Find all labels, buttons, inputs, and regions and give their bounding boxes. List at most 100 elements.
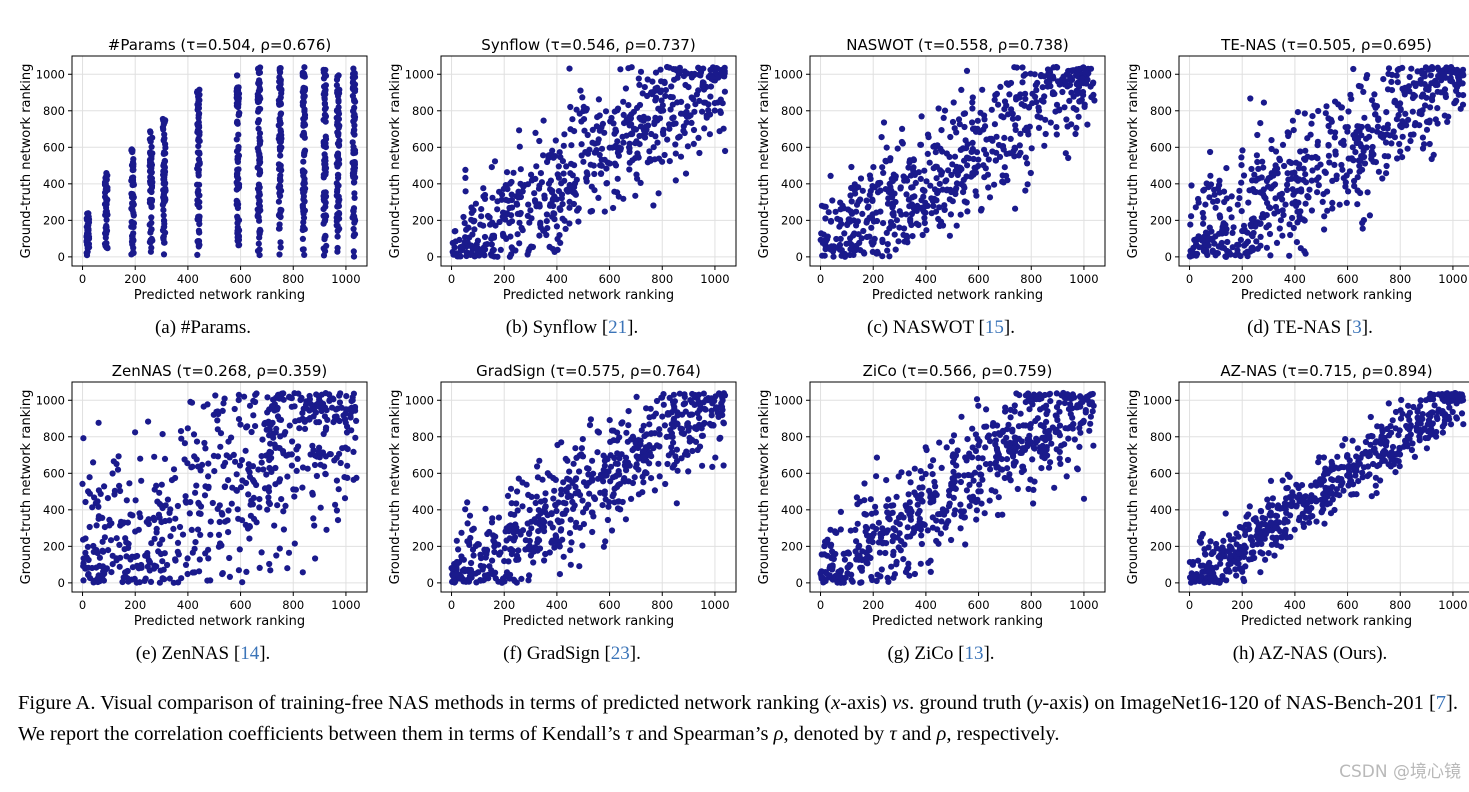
data-point xyxy=(1391,134,1398,141)
data-point xyxy=(925,559,932,566)
data-point xyxy=(153,563,160,570)
data-point xyxy=(347,414,354,421)
data-point xyxy=(673,446,680,453)
data-point xyxy=(500,185,507,192)
caption-ref-link[interactable]: 23 xyxy=(610,643,630,664)
data-point xyxy=(706,420,713,427)
data-point xyxy=(594,449,601,456)
data-point xyxy=(1087,420,1094,427)
data-point xyxy=(315,448,322,455)
data-point xyxy=(524,181,532,188)
data-point xyxy=(1080,417,1087,424)
data-point xyxy=(496,188,503,195)
data-point xyxy=(177,428,185,435)
data-point xyxy=(234,220,241,227)
data-point xyxy=(888,563,895,570)
x-tick-label: 800 xyxy=(651,272,673,286)
data-point xyxy=(889,178,896,185)
data-point xyxy=(205,483,212,490)
caption-text: (c) NASWOT [ xyxy=(867,317,985,338)
y-tick-label: 600 xyxy=(43,140,65,154)
data-point xyxy=(682,170,690,177)
data-point xyxy=(849,578,856,585)
scatter-chart: 0 200 400 600 800 100002004006008001000TE-NAS… xyxy=(1126,36,1469,303)
data-point xyxy=(299,464,307,471)
data-point xyxy=(525,577,532,584)
data-point xyxy=(549,524,556,531)
data-point xyxy=(1412,120,1419,127)
y-tick-label: 0 xyxy=(1165,250,1172,264)
data-point xyxy=(629,433,636,440)
data-point xyxy=(482,505,489,512)
caption-ref-link[interactable]: 13 xyxy=(964,643,984,664)
data-point xyxy=(145,557,152,564)
data-point xyxy=(593,123,600,130)
data-point xyxy=(660,401,667,408)
data-point xyxy=(534,474,541,481)
data-point xyxy=(1255,165,1262,172)
caption-ref-link[interactable]: 21 xyxy=(608,317,628,338)
data-point xyxy=(1315,174,1322,181)
data-point xyxy=(986,135,993,142)
data-point xyxy=(610,491,617,498)
data-point xyxy=(659,129,667,136)
data-point xyxy=(666,158,673,165)
data-point xyxy=(336,392,343,399)
data-point xyxy=(148,244,155,251)
data-point xyxy=(852,247,859,254)
caption-text: (b) Synflow [ xyxy=(505,317,609,338)
data-point xyxy=(696,149,703,157)
data-point xyxy=(1207,172,1214,179)
x-tick-label: 200 xyxy=(862,272,884,286)
y-tick-label: 200 xyxy=(1150,213,1172,227)
data-point xyxy=(186,510,193,517)
caption-ref-link[interactable]: 15 xyxy=(984,317,1004,338)
x-tick-label: 800 xyxy=(651,598,673,612)
data-point xyxy=(117,487,124,495)
data-point xyxy=(352,98,359,105)
data-point xyxy=(969,94,976,101)
data-point xyxy=(1228,193,1235,200)
data-point xyxy=(1370,151,1377,158)
data-point xyxy=(984,171,991,178)
data-point xyxy=(1394,79,1401,86)
data-point xyxy=(300,158,307,165)
data-point xyxy=(1062,150,1069,157)
data-point xyxy=(677,425,684,432)
data-point xyxy=(691,108,698,115)
data-point xyxy=(1248,245,1255,252)
data-point xyxy=(1438,69,1446,76)
data-point xyxy=(130,156,137,163)
data-point xyxy=(827,543,834,550)
data-point xyxy=(822,538,829,545)
data-point xyxy=(955,116,963,123)
data-point xyxy=(232,458,239,465)
caption-ref-link[interactable]: 3 xyxy=(1352,317,1362,338)
data-point xyxy=(277,172,284,179)
data-point xyxy=(637,179,644,186)
data-point xyxy=(629,130,636,137)
data-point xyxy=(1336,201,1343,208)
data-point xyxy=(196,229,203,236)
data-point xyxy=(295,443,302,450)
data-point xyxy=(80,435,87,442)
data-point xyxy=(1380,76,1387,83)
caption-ref-link[interactable]: 14 xyxy=(240,643,260,664)
data-point xyxy=(817,236,824,243)
x-tick-label: 1000 xyxy=(1069,598,1098,612)
data-point xyxy=(680,430,687,437)
data-point xyxy=(927,182,934,189)
data-point xyxy=(918,496,925,504)
data-point xyxy=(1065,435,1072,442)
data-point xyxy=(979,476,986,483)
data-point xyxy=(313,419,320,426)
data-point xyxy=(170,525,177,532)
data-point xyxy=(481,546,488,553)
data-point xyxy=(1063,116,1070,123)
data-point xyxy=(1279,232,1286,239)
data-point xyxy=(862,523,869,531)
data-point xyxy=(600,466,607,474)
data-point xyxy=(570,505,577,512)
data-point xyxy=(884,241,891,248)
data-point xyxy=(1309,167,1316,174)
